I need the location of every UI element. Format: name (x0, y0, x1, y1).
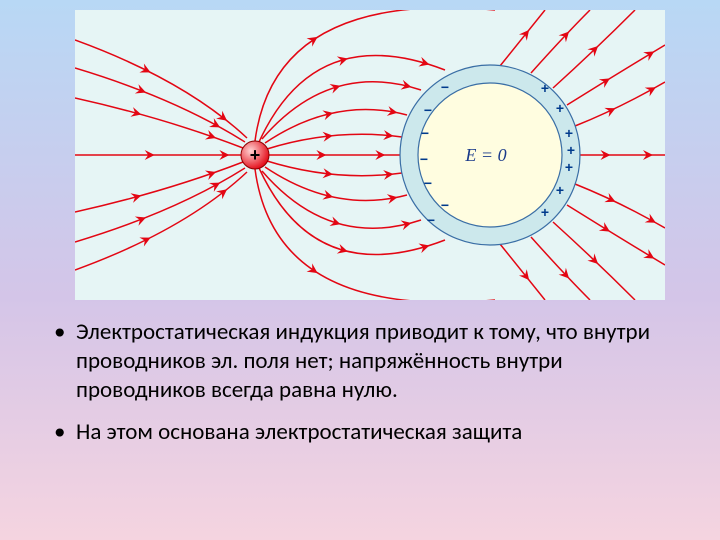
bullet-list: Электростатическая индукция приводит к т… (50, 318, 690, 447)
svg-text:+: + (541, 80, 549, 96)
bullet-text: Электростатическая индукция приводит к т… (76, 318, 650, 404)
field-diagram: E = 0−−−−−−−++++++++ (75, 10, 665, 300)
svg-text:+: + (556, 100, 564, 116)
svg-text:−: − (424, 175, 432, 191)
svg-text:E = 0: E = 0 (464, 145, 506, 165)
svg-text:−: − (427, 212, 435, 228)
svg-text:+: + (565, 159, 573, 175)
svg-text:−: − (441, 197, 449, 213)
svg-text:−: − (424, 102, 432, 118)
svg-text:+: + (567, 142, 575, 158)
svg-text:+: + (565, 125, 573, 141)
svg-text:−: − (441, 79, 449, 95)
svg-text:+: + (250, 145, 261, 165)
svg-text:−: − (420, 151, 428, 167)
svg-text:−: − (421, 125, 429, 141)
list-item: На этом основана электростатическая защи… (50, 418, 690, 447)
svg-text:+: + (556, 182, 564, 198)
svg-text:+: + (541, 204, 549, 220)
list-item: Электростатическая индукция приводит к т… (50, 318, 690, 404)
bullet-text: На этом основана электростатическая защи… (76, 418, 522, 446)
